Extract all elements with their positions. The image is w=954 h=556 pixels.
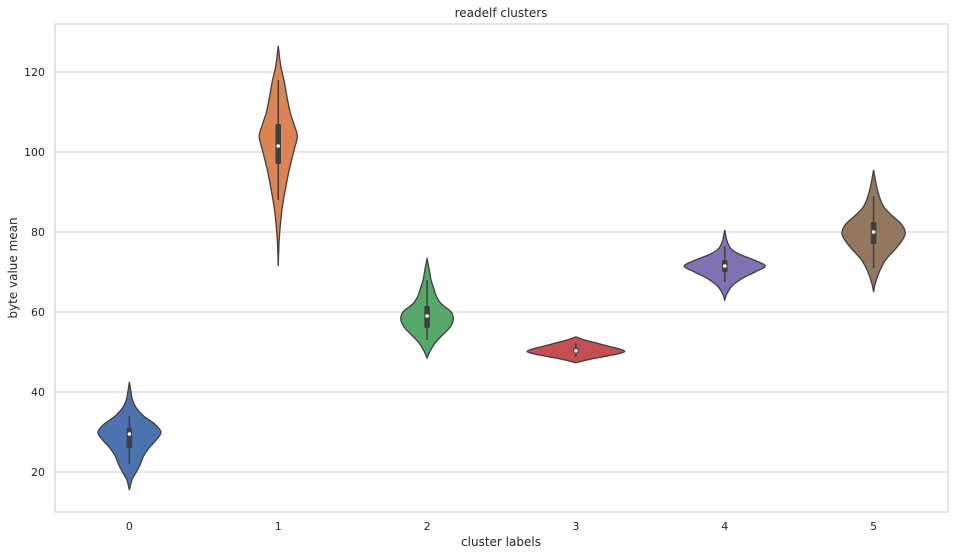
- x-tick-label-4: 4: [721, 520, 728, 533]
- y-tick-label-40: 40: [31, 386, 45, 399]
- violin-median-5: [871, 230, 876, 234]
- violin-4: [683, 229, 766, 303]
- x-tick-label-5: 5: [870, 520, 877, 533]
- violin-median-3: [574, 349, 578, 353]
- violin-median-2: [425, 314, 429, 318]
- violin-median-1: [276, 144, 281, 148]
- y-axis-label: byte value mean: [6, 217, 20, 318]
- y-tick-label-80: 80: [31, 226, 45, 239]
- plot-frame: [54, 23, 949, 513]
- violin-5: [841, 169, 906, 293]
- violin-1: [258, 45, 298, 267]
- y-tick-label-100: 100: [24, 146, 45, 159]
- violins: [97, 45, 906, 491]
- violin-3: [526, 336, 626, 364]
- chart-title: readelf clusters: [455, 6, 548, 20]
- y-tick-label-20: 20: [31, 466, 45, 479]
- violin-iqr-box-0: [126, 428, 133, 448]
- y-tick-label-120: 120: [24, 66, 45, 79]
- violin-iqr-box-1: [275, 124, 281, 164]
- violin-2: [400, 257, 455, 360]
- x-tick-labels: 0 1 2 3 4 5: [126, 520, 877, 533]
- y-tick-labels: 20 40 60 80 100 120: [24, 66, 45, 479]
- x-axis-label: cluster labels: [461, 535, 541, 549]
- violin-median-4: [722, 264, 727, 268]
- x-tick-label-3: 3: [572, 520, 579, 533]
- x-tick-label-1: 1: [275, 520, 282, 533]
- x-tick-label-2: 2: [424, 520, 431, 533]
- x-tick-label-0: 0: [126, 520, 133, 533]
- violin-0: [97, 381, 162, 491]
- violin-median-0: [127, 432, 132, 436]
- y-tick-label-60: 60: [31, 306, 45, 319]
- grid-lines: [55, 71, 948, 473]
